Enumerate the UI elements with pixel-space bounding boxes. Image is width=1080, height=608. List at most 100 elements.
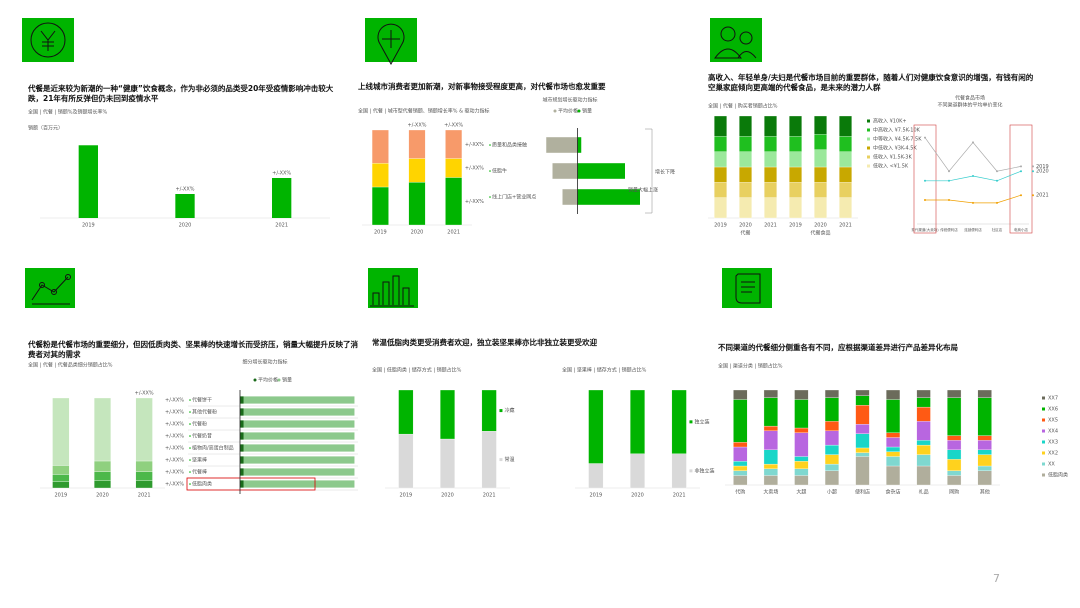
bar-segment [739, 136, 752, 152]
legend-swatch [577, 109, 581, 113]
bar-segment [794, 389, 809, 400]
bar-segment [739, 166, 752, 183]
legend-label: 独立装 [694, 418, 709, 425]
bar-segment [733, 470, 748, 476]
line [925, 194, 1022, 204]
bar-segment [814, 197, 827, 219]
bar-segment [481, 431, 497, 489]
bar [78, 145, 98, 218]
bar-segment [94, 471, 111, 481]
bar-segment [135, 471, 153, 481]
bar-segment [947, 449, 962, 460]
legend-label: 高收入 ¥10K+ [873, 118, 907, 125]
bar-segment [733, 475, 748, 486]
x-tick-label: 电商小店 [1014, 227, 1029, 232]
bar-segment [763, 463, 778, 470]
highlight-box [186, 477, 316, 491]
bar-segment [916, 389, 931, 398]
bar-segment [763, 430, 778, 451]
chart-subtitle: 全国 | 渠道分类 | 销额占比% [718, 363, 783, 370]
bar-segment [794, 456, 809, 462]
x-tick-label: 网购 [949, 489, 959, 496]
point [996, 170, 998, 173]
bar-segment [371, 186, 389, 226]
icon-bars [368, 268, 418, 308]
bar-segment [916, 454, 931, 467]
segment-label: +/-XX% [465, 166, 484, 172]
bar-segment [839, 151, 852, 168]
legend-swatch [867, 137, 870, 141]
bar-segment [886, 456, 901, 467]
bar [240, 456, 244, 464]
bar [175, 194, 195, 218]
category-label: 代餐饼干 [192, 397, 212, 404]
icon-people [710, 18, 762, 62]
row-label: +/-XX% [165, 446, 184, 452]
bar-segment [794, 475, 809, 486]
point [1020, 165, 1022, 168]
legend-label: XX2 [1048, 451, 1058, 457]
bar-segment [947, 470, 962, 476]
bar-segment [839, 197, 852, 219]
category-label: 质量和品类接触 [492, 142, 527, 149]
legend-swatch [867, 164, 870, 168]
bar-segment [977, 465, 992, 471]
chart-subtitle: 全国 | 代餐 | 代餐品类细分销额占比% [28, 362, 113, 369]
bar-segment [398, 389, 414, 435]
bar-segment [764, 115, 777, 137]
bar-segment [855, 405, 870, 425]
group-label: 代餐食品 [810, 230, 830, 237]
x-tick-label: 连锁便利店 [964, 227, 982, 232]
category-label: 植物肉/高蛋白制品 [192, 445, 234, 452]
bar [240, 456, 355, 464]
panel-title: 代餐是近来较为新潮的一种“健康”饮食概念，作为非必须的品类受20年受疫情影响冲击… [28, 84, 334, 103]
legend-swatch [277, 378, 281, 382]
row-bullet [189, 435, 191, 437]
bar-segment [855, 447, 870, 453]
bar-segment [671, 389, 687, 454]
legend-swatch [1042, 396, 1045, 400]
bar-segment [371, 163, 389, 188]
x-tick-label: 2019 [589, 493, 602, 499]
x-tick-label: 其他 [980, 489, 990, 496]
x-tick-label: 2020 [814, 223, 827, 229]
legend-label: XX6 [1048, 407, 1058, 413]
row-label: +/-XX% [165, 410, 184, 416]
bar-label: +/-XX% [135, 391, 154, 397]
bar-segment [445, 129, 463, 159]
bar-segment [733, 442, 748, 448]
bar-segment [764, 182, 777, 198]
bar-segment [481, 389, 497, 432]
x-tick-label: 2020 [739, 223, 752, 229]
x-tick-label: 2019 [374, 230, 387, 236]
row-bullet [189, 399, 191, 401]
legend-swatch [1042, 418, 1045, 422]
bar-segment [824, 454, 839, 465]
x-tick-label: 大超 [796, 489, 806, 496]
bar-segment [947, 475, 962, 486]
bar-segment [824, 397, 839, 422]
x-tick-label: 大卖场 [763, 489, 778, 496]
panel-title: 代餐粉是代餐市场的重要细分，但因低质肉类、坚果棒的快速增长而受挤压，销量大幅提升… [28, 340, 358, 359]
point [996, 201, 998, 204]
point [996, 179, 998, 182]
icon-pin [365, 18, 417, 66]
row-bullet [189, 411, 191, 413]
bar-segment [789, 115, 802, 137]
bar-segment [947, 440, 962, 451]
bar-segment [977, 389, 992, 398]
chart-subtitle: 不同渠道群体的平均单价变化 [937, 102, 1002, 109]
x-tick-label: 2019 [54, 493, 67, 499]
bar-segment [764, 197, 777, 219]
legend-label: 冷藏 [504, 407, 514, 414]
legend-swatch [689, 420, 693, 424]
bar-segment [763, 397, 778, 427]
x-tick-label: 便利店 [855, 489, 870, 496]
bar-label: +/-XX% [444, 123, 463, 129]
x-tick-label: 食杂店 [886, 489, 901, 496]
x-tick-label: 2021 [764, 223, 777, 229]
category-label: 低脂牛 [492, 168, 507, 175]
bar-segment [977, 449, 992, 455]
bar-segment [408, 129, 426, 159]
